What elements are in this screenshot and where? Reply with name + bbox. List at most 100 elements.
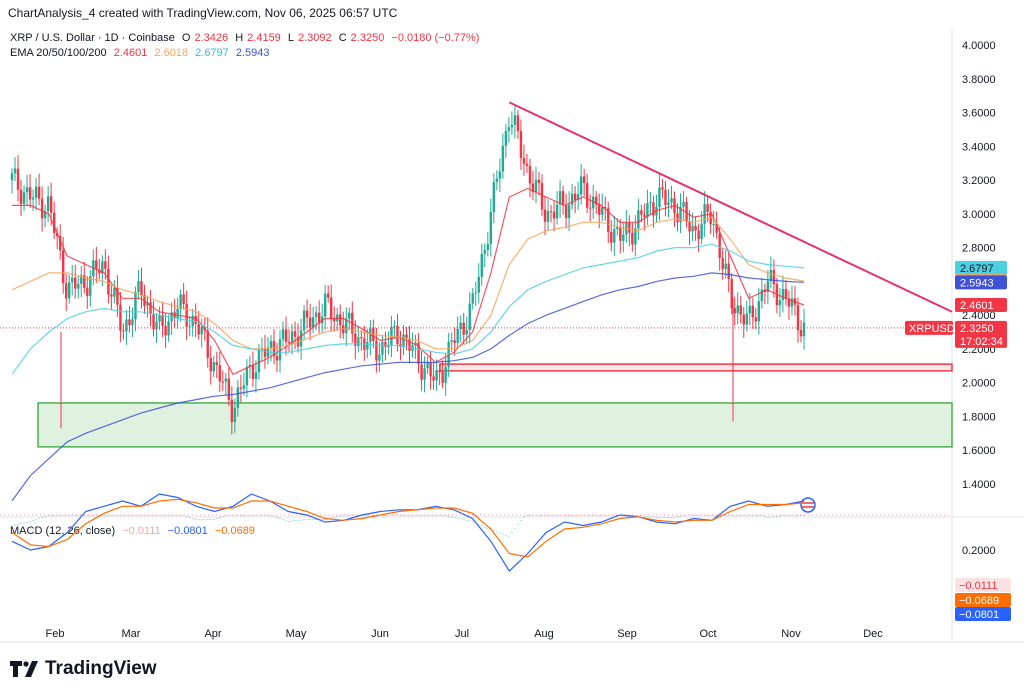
macd-hist-bar xyxy=(459,518,462,520)
candle-body xyxy=(215,362,218,366)
price-tick-label: 3.2000 xyxy=(962,175,996,187)
macd-hist-bar xyxy=(366,515,369,516)
candle-body xyxy=(393,325,396,327)
tradingview-logo[interactable]: TradingView xyxy=(10,658,157,680)
macd-hist-bar xyxy=(390,515,393,516)
candle-body xyxy=(694,226,697,231)
macd-hist-bar xyxy=(586,515,589,516)
candle-body xyxy=(510,124,514,128)
candle-body xyxy=(727,263,730,279)
symbol-name[interactable]: XRP / U.S. Dollar · 1D · Coinbase xyxy=(10,32,175,44)
macd-hist-bar xyxy=(541,515,544,516)
candle-body xyxy=(703,204,706,224)
candle-body xyxy=(540,183,544,210)
candle-body xyxy=(730,278,733,309)
candle-body xyxy=(52,212,56,233)
ema200-value: 2.5943 xyxy=(235,47,270,59)
candle-body xyxy=(649,202,652,204)
candle-body xyxy=(787,298,791,307)
macd-hist-bar xyxy=(170,515,173,516)
macd-hist-bar xyxy=(101,515,104,516)
candle-body xyxy=(13,168,17,174)
candle-body xyxy=(516,115,520,132)
candle-body xyxy=(119,304,122,331)
candle-body xyxy=(360,337,363,339)
candle-body xyxy=(336,314,339,322)
macd-hist-bar xyxy=(387,515,390,516)
macd-hist-bar xyxy=(736,515,739,516)
candle-body xyxy=(257,349,261,373)
macd-hist-bar xyxy=(664,517,667,518)
macd-hist-bar xyxy=(351,515,354,516)
candle-body xyxy=(477,276,480,293)
candle-body xyxy=(429,362,432,377)
time-label-aug: Aug xyxy=(534,628,554,640)
candle-body xyxy=(68,282,71,299)
candle-body xyxy=(58,235,62,251)
macd-hist-bar xyxy=(781,515,784,516)
macd-hist-bar xyxy=(522,515,525,517)
macd-hist-bar xyxy=(763,516,766,517)
time-label-mar: Mar xyxy=(122,628,141,640)
macd-hist-bar xyxy=(276,517,279,518)
time-label-oct: Oct xyxy=(699,628,716,640)
macd-hist-bar xyxy=(263,515,266,516)
macd-hist-bar xyxy=(285,520,288,522)
candle-body xyxy=(543,209,547,222)
macd-hist-bar xyxy=(149,515,152,516)
candle-body xyxy=(224,378,228,382)
tradingview-logo-icon xyxy=(10,661,38,677)
macd-signal-badge-label: −0.0689 xyxy=(959,595,999,607)
macd-hist-bar xyxy=(733,515,736,516)
candle-body xyxy=(489,211,493,245)
candle-body xyxy=(462,322,465,335)
macd-hist-bar xyxy=(233,515,236,516)
macd-hist-bar xyxy=(673,517,676,518)
candle-body xyxy=(585,183,589,208)
macd-hist-bar xyxy=(221,516,224,517)
candle-body xyxy=(483,249,486,254)
candle-body xyxy=(179,294,182,309)
demand-zone-box xyxy=(37,402,953,448)
macd-hist-bar xyxy=(80,515,83,516)
macd-hist-bar xyxy=(796,515,799,516)
ema-legend-label[interactable]: EMA 20/50/100/200 xyxy=(10,47,107,59)
change-value: −0.0180 (−0.77%) xyxy=(391,32,480,44)
macd-legend-label[interactable]: MACD (12, 26, close) xyxy=(10,525,116,537)
macd-hist-bar xyxy=(676,516,679,518)
candle-body xyxy=(245,366,249,386)
candle-body xyxy=(685,202,688,222)
macd-hist-bar xyxy=(134,515,137,516)
macd-hist-bar xyxy=(68,515,71,516)
macd-hist-bar xyxy=(44,516,47,517)
candle-body xyxy=(188,326,191,328)
macd-hist-bar xyxy=(239,515,242,516)
macd-hist-bar xyxy=(486,528,489,529)
candle-body xyxy=(558,191,562,205)
macd-hist-bar xyxy=(62,515,65,516)
candle-body xyxy=(104,261,107,269)
macd-signal-line xyxy=(11,498,805,558)
macd-hist-bar xyxy=(269,515,272,516)
candle-body xyxy=(290,331,294,344)
candle-body xyxy=(176,308,179,319)
macd-hist-bar xyxy=(498,532,501,534)
candle-body xyxy=(573,193,577,200)
candle-body xyxy=(101,261,104,274)
candle-body xyxy=(637,210,640,229)
candle-body xyxy=(679,206,682,223)
macd-hist-bar xyxy=(510,532,513,533)
macd-hist-bar xyxy=(26,522,29,523)
macd-hist-bar xyxy=(282,519,285,521)
macd-hist-bar xyxy=(20,523,23,524)
macd-line-value: −0.0801 xyxy=(167,525,208,537)
candle-body xyxy=(152,314,155,330)
time-label-may: May xyxy=(286,628,307,640)
macd-hist-bar xyxy=(294,520,297,522)
macd-hist-bar xyxy=(194,519,197,520)
macd-hist-bar xyxy=(188,516,191,518)
ema100-badge xyxy=(955,260,1007,275)
macd-hist-bar xyxy=(571,515,574,516)
us-flag-icon xyxy=(800,497,816,513)
